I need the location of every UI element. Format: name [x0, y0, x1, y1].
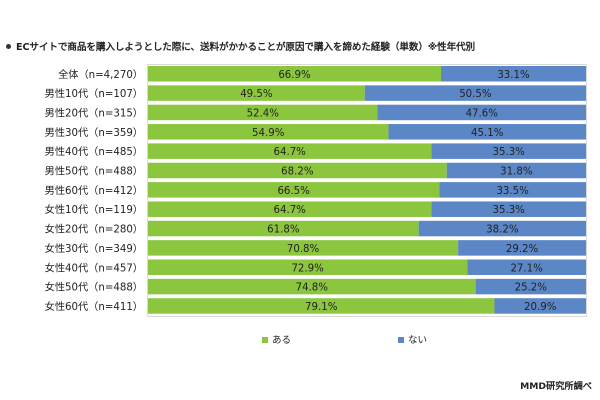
data-label-nai: 33.5%	[496, 186, 529, 197]
bar-aru	[148, 220, 419, 237]
category-label: 女性20代（n=280）	[45, 223, 143, 236]
bar-aru	[148, 143, 432, 159]
data-label-aru: 64.7%	[274, 205, 307, 216]
bullet-icon	[6, 43, 11, 49]
source-note: MMD研究所調べ	[520, 381, 592, 392]
bar-nai	[418, 220, 586, 237]
bar-aru	[148, 182, 440, 198]
data-label-aru: 54.9%	[252, 128, 285, 139]
category-label: 全体（n=4,270）	[58, 68, 143, 81]
bar-aru	[148, 259, 468, 275]
category-label: 女性10代（n=119）	[45, 203, 143, 216]
chart-title: ECサイトで商品を購入しようとした際に、送料がかかることが原因で購入を諦めた経験…	[6, 39, 475, 53]
bar-nai	[475, 278, 586, 295]
bar-aru	[148, 162, 447, 179]
data-label-nai: 45.1%	[471, 128, 504, 139]
bar-nai	[431, 201, 586, 217]
data-label-aru: 68.2%	[281, 167, 314, 178]
bar-aru	[148, 278, 476, 295]
category-label: 男性10代（n=107）	[45, 87, 143, 100]
data-label-aru: 70.8%	[287, 244, 320, 255]
data-label-nai: 29.2%	[506, 244, 539, 255]
data-label-aru: 64.7%	[274, 147, 307, 158]
data-label-nai: 25.2%	[515, 283, 548, 294]
bar-nai	[446, 162, 586, 179]
legend-item-aru: ある	[262, 332, 291, 346]
legend-swatch-aru	[262, 336, 268, 343]
category-label: 女性40代（n=457）	[45, 261, 143, 274]
category-label: 男性30代（n=359）	[45, 126, 143, 139]
category-label: 女性50代（n=488）	[45, 281, 143, 294]
bar-aru	[148, 124, 389, 140]
data-label-aru: 52.4%	[247, 108, 280, 119]
bar-nai	[439, 182, 586, 198]
category-label: 男性20代（n=315）	[45, 106, 143, 119]
data-label-aru: 72.9%	[291, 263, 324, 274]
bar-aru	[148, 298, 495, 314]
bar-nai	[431, 143, 586, 159]
data-label-nai: 38.2%	[486, 225, 519, 236]
bar-nai	[364, 85, 586, 101]
data-label-nai: 50.5%	[459, 89, 492, 100]
chart-title-text: ECサイトで商品を購入しようとした際に、送料がかかることが原因で購入を諦めた経験…	[16, 42, 476, 53]
legend-swatch-nai	[398, 336, 404, 343]
data-label-nai: 20.9%	[524, 302, 557, 313]
category-label: 女性60代（n=411）	[45, 300, 143, 313]
bar-aru	[148, 66, 442, 82]
data-label-nai: 33.1%	[497, 70, 530, 81]
bar-nai	[377, 104, 586, 121]
legend-item-nai: ない	[398, 332, 427, 346]
category-label: 男性60代（n=412）	[45, 184, 143, 197]
data-label-aru: 66.9%	[278, 70, 311, 81]
bar-aru	[148, 201, 432, 217]
bar-aru	[148, 104, 378, 121]
bar-aru	[148, 85, 365, 101]
bar-nai	[494, 298, 586, 314]
category-label: 女性30代（n=349）	[45, 242, 143, 255]
legend-label-aru: ある	[272, 335, 292, 346]
data-label-aru: 66.5%	[277, 186, 310, 197]
category-label: 男性40代（n=485）	[45, 145, 143, 158]
data-label-aru: 79.1%	[305, 302, 338, 313]
data-label-nai: 31.8%	[500, 167, 533, 178]
bar-nai	[441, 66, 586, 82]
bar-nai	[388, 124, 586, 140]
category-label: 男性50代（n=488）	[45, 165, 143, 178]
data-label-aru: 61.8%	[267, 225, 300, 236]
data-label-aru: 49.5%	[240, 89, 273, 100]
bar-nai	[467, 259, 586, 275]
data-label-nai: 35.3%	[493, 205, 526, 216]
bar-nai	[458, 240, 586, 256]
data-label-nai: 27.1%	[510, 263, 543, 274]
data-label-aru: 74.8%	[296, 283, 329, 294]
legend-label-nai: ない	[408, 335, 428, 346]
data-label-nai: 47.6%	[466, 108, 499, 119]
data-label-nai: 35.3%	[493, 147, 526, 158]
plot-area-frame	[147, 64, 587, 318]
bar-aru	[148, 240, 459, 256]
